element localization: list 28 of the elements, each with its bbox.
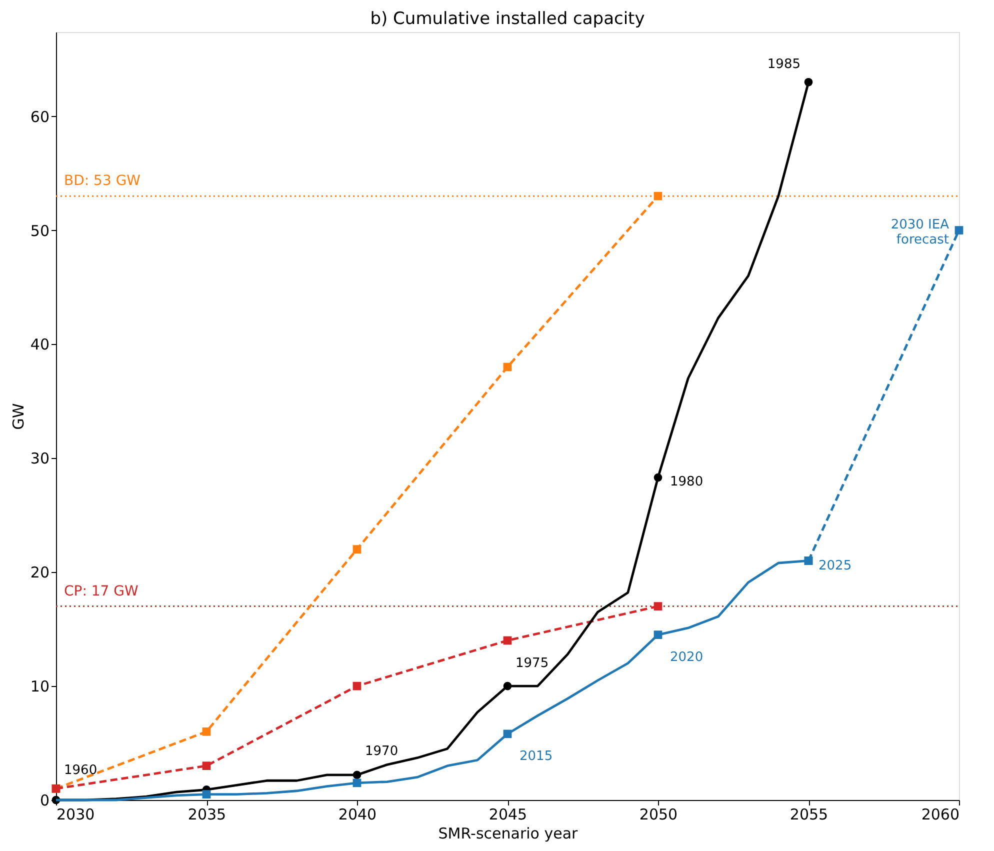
annotation: 2030 IEA forecast	[890, 217, 950, 248]
annotation: 2015	[520, 748, 553, 764]
ref-line-label: CP: 17 GW	[64, 583, 138, 600]
annotation: 1960	[64, 763, 98, 778]
y-tick-label: 40	[30, 336, 50, 354]
x-axis-title: SMR-scenario year	[438, 824, 579, 842]
x-tick-label: 2050	[639, 806, 678, 824]
annotation: 1985	[767, 57, 800, 72]
annotation: 1975	[516, 656, 549, 672]
y-tick-label: 60	[30, 108, 50, 126]
ref-line-label: BD: 53 GW	[64, 173, 141, 190]
x-tick-label: 2060	[921, 806, 960, 824]
annotation: 2020	[670, 650, 704, 665]
annotation: 2025	[818, 558, 852, 574]
y-tick-label: 20	[30, 564, 50, 582]
x-tick-label: 2055	[790, 806, 828, 824]
chart-title: b) Cumulative installed capacity	[370, 9, 645, 29]
y-axis-title: GW	[9, 403, 28, 430]
y-tick-label: 10	[30, 678, 50, 696]
y-tick-label: 30	[30, 450, 50, 468]
annotation: 1980	[670, 474, 704, 490]
x-tick-label: 2030	[56, 806, 95, 824]
y-tick-label: 0	[40, 792, 50, 810]
x-tick-label: 2035	[188, 806, 226, 824]
x-tick-label: 2040	[338, 806, 377, 824]
annotation: 1970	[365, 744, 398, 759]
x-tick-label: 2045	[488, 806, 528, 824]
y-tick-label: 50	[30, 222, 50, 240]
